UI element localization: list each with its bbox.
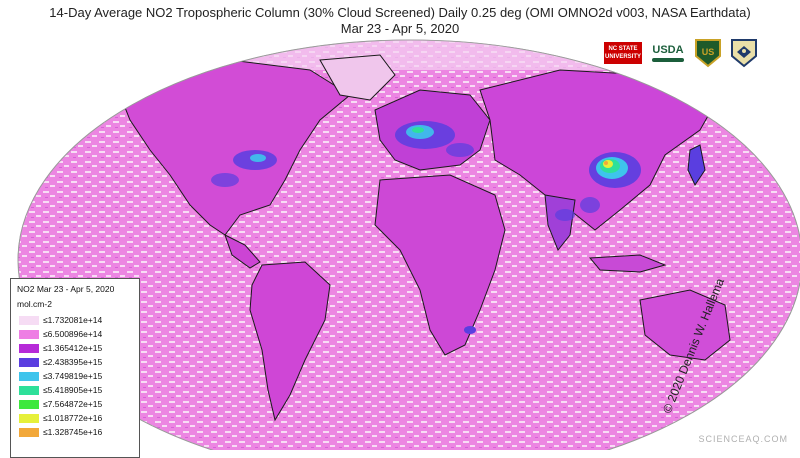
africa <box>374 174 506 356</box>
legend-row: ≤2.438395e+15 <box>17 355 133 369</box>
legend-label: ≤6.500896e+14 <box>43 329 103 339</box>
legend-swatch <box>19 399 39 409</box>
legend-row: ≤1.732081e+14 <box>17 313 133 327</box>
watermark: SCIENCEAQ.COM <box>698 434 788 444</box>
legend-row: ≤5.418905e+15 <box>17 383 133 397</box>
greenland <box>319 54 396 101</box>
legend-label: ≤1.732081e+14 <box>43 315 103 325</box>
legend-swatch <box>19 427 39 437</box>
central-america <box>224 234 261 269</box>
ncstate-logo: NC STATE UNIVERSITY <box>604 42 642 64</box>
legend-swatch <box>19 371 39 381</box>
legend-units: mol.cm-2 <box>17 299 52 309</box>
legend-row: ≤7.564872e+15 <box>17 397 133 411</box>
pollution-hotspots <box>211 121 641 334</box>
legend-row: ≤1.365412e+15 <box>17 341 133 355</box>
logo-row: NC STATE UNIVERSITY USDA US <box>604 38 758 68</box>
legend-swatch <box>19 343 39 353</box>
usda-logo-text: USDA <box>652 44 684 56</box>
legend-row: ≤6.500896e+14 <box>17 327 133 341</box>
map-subtitle: Mar 23 - Apr 5, 2020 <box>340 21 460 36</box>
legend-row: ≤3.749819e+15 <box>17 369 133 383</box>
australia <box>639 289 731 361</box>
usda-logo-bar <box>652 58 684 62</box>
forest-service-logo-text: US <box>702 47 715 57</box>
map-legend: NO2 Mar 23 - Apr 5, 2020 mol.cm-2 ≤1.732… <box>10 278 140 458</box>
legend-label: ≤1.018772e+16 <box>43 413 103 423</box>
legend-label: ≤1.328745e+16 <box>43 427 103 437</box>
ncstate-logo-text: NC STATE UNIVERSITY <box>604 46 641 60</box>
legend-label: ≤1.365412e+15 <box>43 343 103 353</box>
legend-label: ≤2.438395e+15 <box>43 357 103 367</box>
legend-title: NO2 Mar 23 - Apr 5, 2020 <box>17 284 115 294</box>
legend-label: ≤7.564872e+15 <box>43 399 103 409</box>
india <box>544 194 576 251</box>
map-title: 14-Day Average NO2 Tropospheric Column (… <box>49 5 751 20</box>
legend-swatch <box>19 329 39 339</box>
japan <box>687 144 706 187</box>
forest-service-logo: US <box>694 38 722 68</box>
indonesia <box>588 254 667 273</box>
legend-swatch <box>19 315 39 325</box>
fish-wildlife-logo <box>730 38 758 68</box>
globe-outline <box>17 39 800 458</box>
legend-swatch <box>19 385 39 395</box>
south-america <box>249 261 331 422</box>
legend-items: ≤1.732081e+14 ≤6.500896e+14 ≤1.365412e+15 ≤… <box>17 313 133 439</box>
legend-swatch <box>19 357 39 367</box>
legend-label: ≤3.749819e+15 <box>43 371 103 381</box>
usda-logo: USDA <box>650 41 686 65</box>
legend-swatch <box>19 413 39 423</box>
legend-row: ≤1.328745e+16 <box>17 425 133 439</box>
legend-row: ≤1.018772e+16 <box>17 411 133 425</box>
legend-label: ≤5.418905e+15 <box>43 385 103 395</box>
